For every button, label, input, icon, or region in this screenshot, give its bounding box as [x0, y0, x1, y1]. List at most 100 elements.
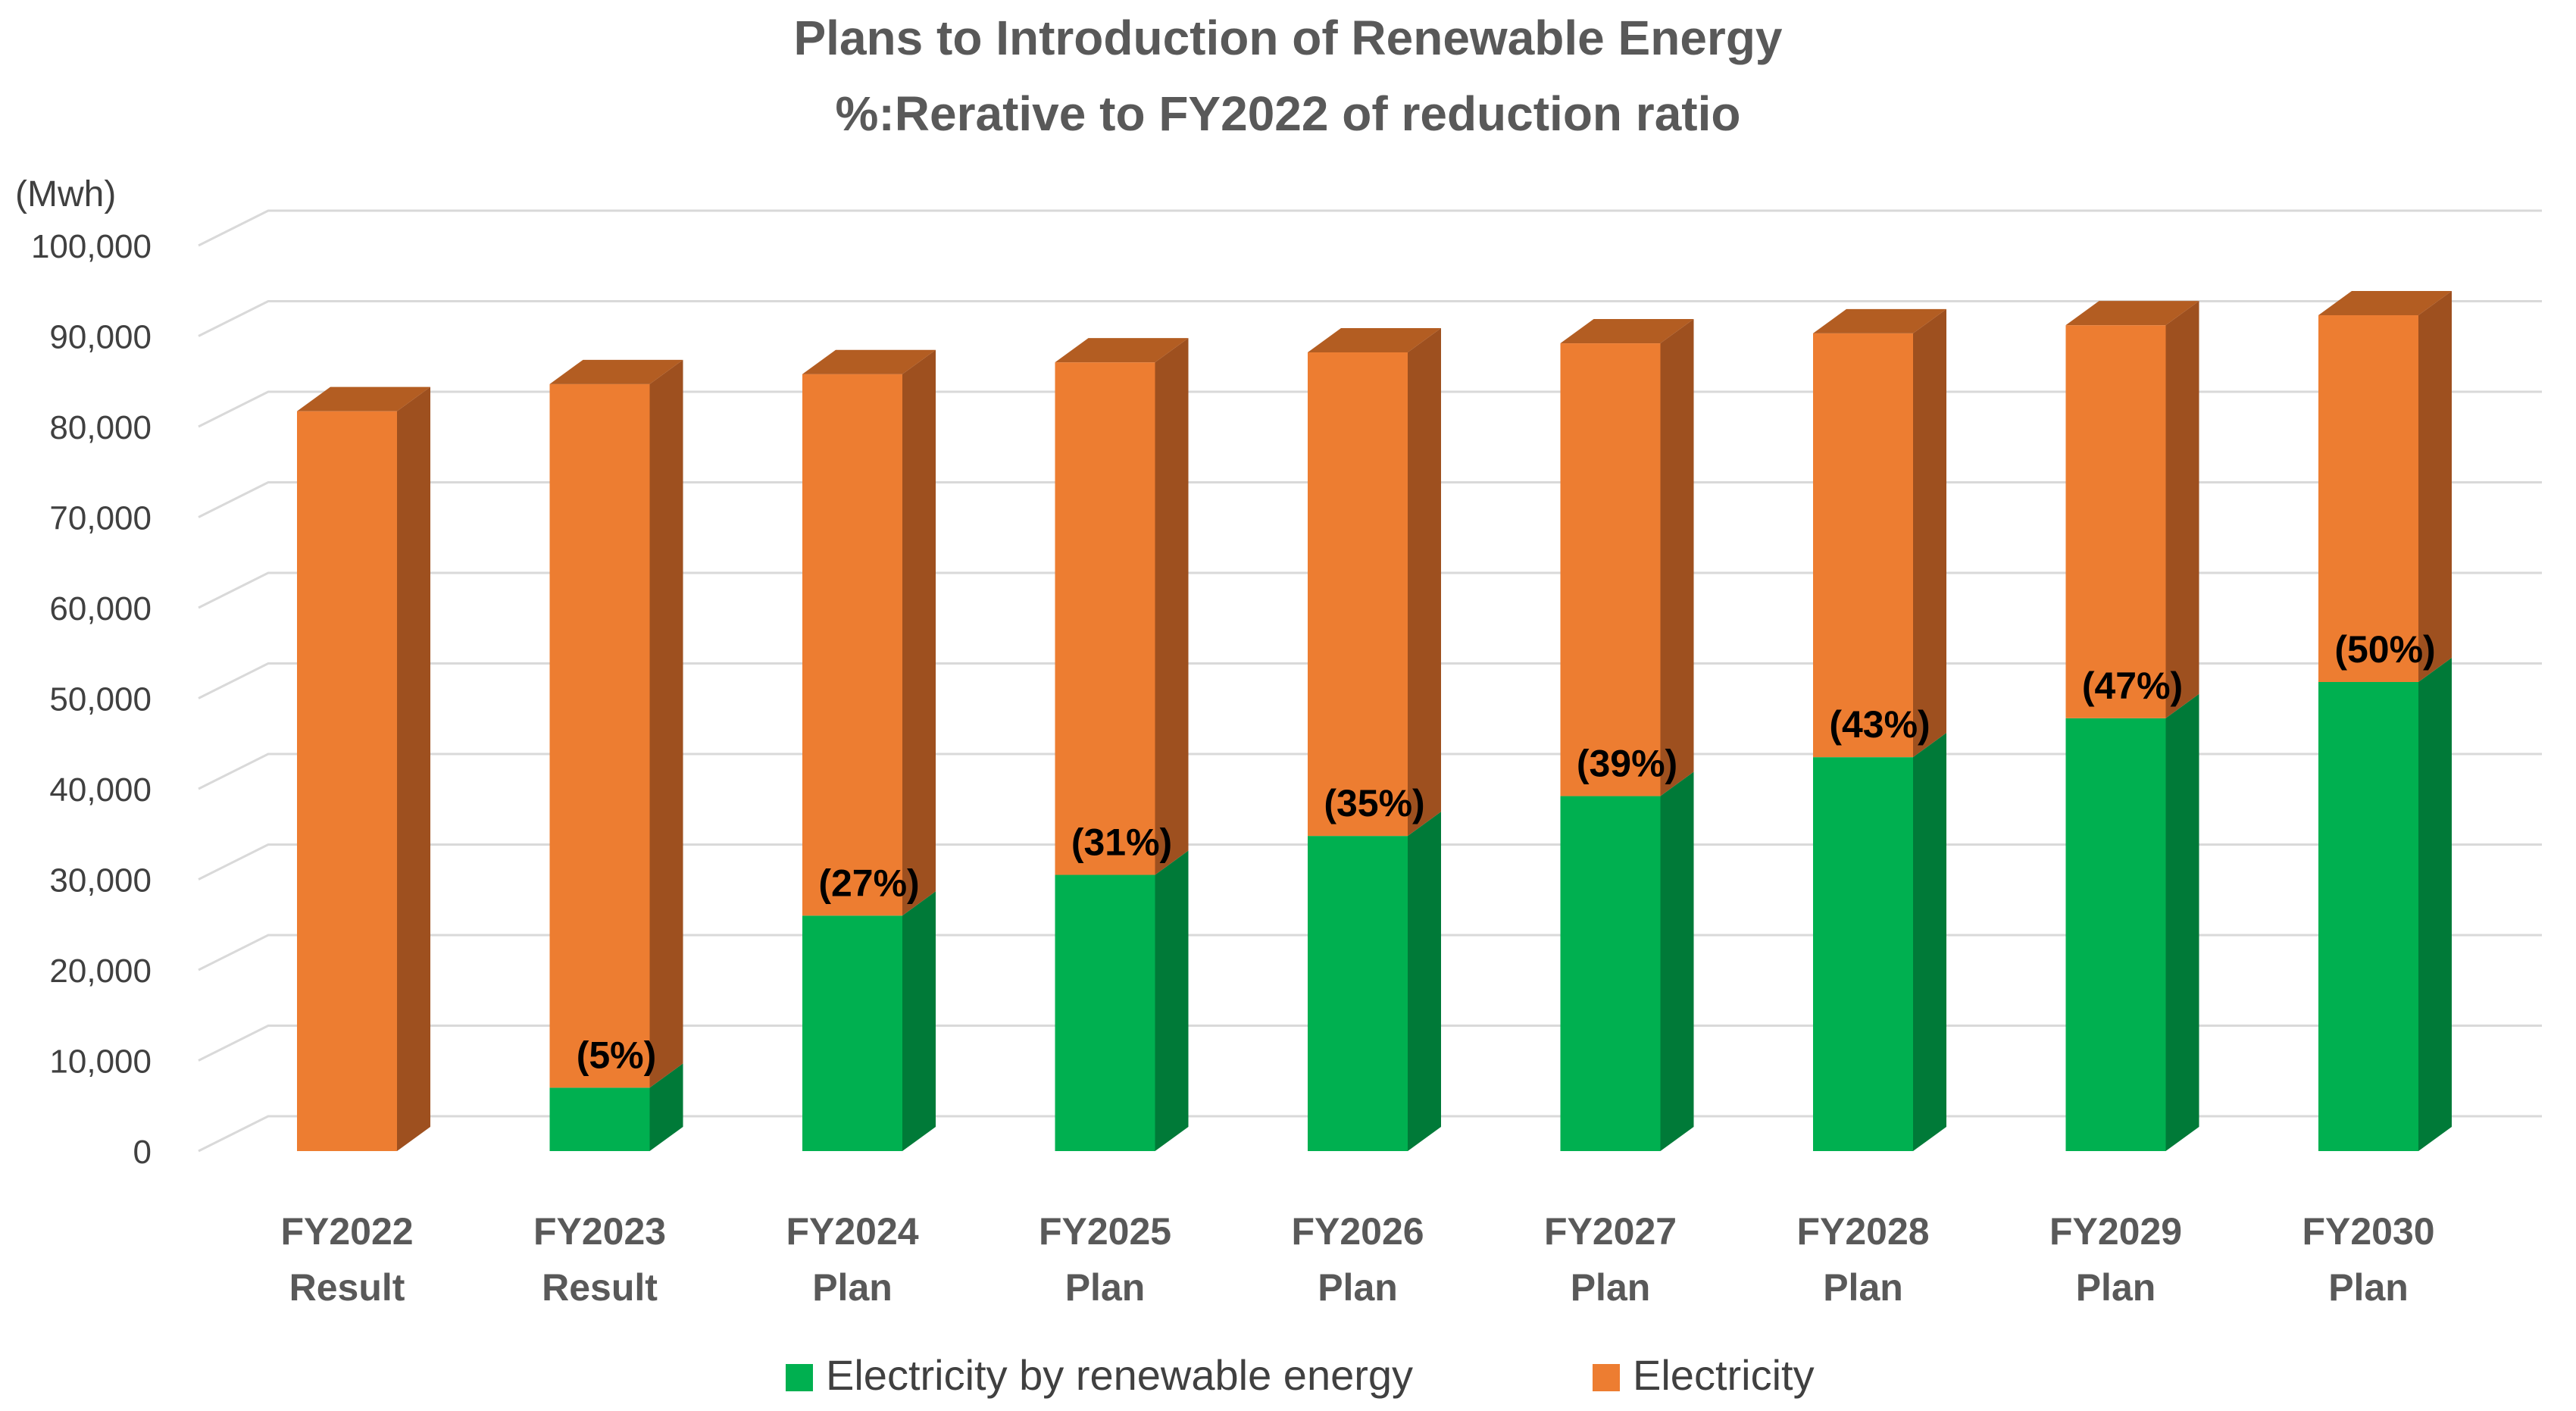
x-axis-categories: FY2022 Result FY2023 Result FY2024 Plan FY2025…: [280, 1210, 2434, 1309]
legend-swatch-renewable: [786, 1364, 813, 1391]
bar-electricity: [297, 411, 397, 1151]
bar-electricity-side: [1155, 338, 1189, 875]
bar-renewable-side: [1155, 850, 1189, 1151]
bars: [297, 291, 2452, 1151]
bar-electricity-side: [2165, 301, 2199, 718]
gridline: [198, 662, 2542, 699]
bar-top: [1813, 308, 1946, 333]
bar-top: [2065, 301, 2199, 326]
category-label-year: FY2028: [1796, 1210, 1929, 1253]
bar-renewable-side: [649, 1063, 683, 1151]
bar-top: [802, 349, 936, 374]
bar-renewable-side: [2165, 693, 2199, 1151]
chart-title: Plans to Introduction of Renewable Energ…: [793, 11, 1782, 65]
data-label: (35%): [1324, 782, 1424, 824]
data-label: (47%): [2082, 665, 2183, 707]
bar-top: [297, 386, 430, 411]
gridline: [198, 571, 2542, 609]
data-label: (5%): [577, 1034, 657, 1076]
bar-top: [1055, 338, 1189, 363]
y-tick-label: 0: [133, 1134, 152, 1171]
bar-renewable-side: [1408, 812, 1441, 1151]
y-tick-label: 70,000: [49, 500, 152, 537]
category-label-year: FY2026: [1291, 1210, 1424, 1253]
bar-renewable: [1813, 757, 1913, 1151]
data-label: (39%): [1577, 743, 1677, 785]
gridline: [198, 300, 2542, 337]
bar-renewable-side: [902, 891, 936, 1151]
bar-renewable-side: [1913, 733, 1946, 1151]
y-tick-label: 50,000: [49, 681, 152, 718]
bar-electricity: [549, 383, 650, 1088]
category-label-type: Result: [542, 1266, 658, 1309]
category-label-year: FY2025: [1039, 1210, 1171, 1253]
y-tick-label: 90,000: [49, 319, 152, 356]
category-label-year: FY2023: [533, 1210, 666, 1253]
gridline: [198, 752, 2542, 790]
bar-electricity-side: [902, 349, 936, 916]
bar-renewable: [1308, 836, 1408, 1151]
category-label-type: Plan: [1065, 1266, 1146, 1309]
bar-electricity: [1560, 343, 1661, 796]
bar-electricity-side: [397, 386, 430, 1151]
bar-renewable: [549, 1087, 650, 1151]
bar-electricity-side: [649, 359, 683, 1088]
bar-top: [549, 359, 683, 384]
category-label-type: Plan: [1571, 1266, 1651, 1309]
category-label-type: Plan: [1823, 1266, 1903, 1309]
bar-electricity-side: [1408, 328, 1441, 837]
gridline: [198, 1025, 2542, 1062]
gridline: [198, 390, 2542, 428]
legend-label-renewable: Electricity by renewable energy: [826, 1351, 1413, 1399]
category-label-year: FY2030: [2302, 1210, 2434, 1253]
bar-top: [1560, 319, 1694, 344]
category-label-type: Plan: [2328, 1266, 2409, 1309]
bar-electricity-side: [1913, 308, 1946, 758]
gridlines: [198, 209, 2542, 1153]
bar-renewable: [2065, 718, 2166, 1151]
bar-renewable: [802, 915, 902, 1151]
legend-label-electricity: Electricity: [1633, 1351, 1815, 1399]
bar-electricity: [1055, 362, 1155, 875]
gridline: [198, 481, 2542, 518]
bar-electricity-side: [2418, 291, 2452, 682]
gridline: [198, 1115, 2542, 1153]
y-axis-ticks: 0 10,000 20,000 30,000 40,000 50,000 60,000 70,…: [31, 228, 152, 1171]
gridline: [198, 843, 2542, 881]
bar-renewable: [1560, 796, 1661, 1151]
data-labels: (5%) (27%) (31%) (35%) (39%) (43%) (47%) (50%): [577, 628, 2436, 1076]
bar-electricity: [1308, 352, 1408, 837]
chart-subtitle: %:Rerative to FY2022 of reduction ratio: [836, 86, 1741, 141]
bar-top: [1308, 328, 1441, 353]
y-tick-label: 80,000: [49, 409, 152, 446]
bar-top: [2318, 291, 2452, 316]
category-label-type: Plan: [812, 1266, 893, 1309]
bar-renewable-side: [2418, 657, 2452, 1151]
data-label: (50%): [2334, 628, 2435, 671]
y-axis-unit-label: (Mwh): [15, 174, 116, 214]
data-label: (31%): [1071, 821, 1172, 864]
data-label: (27%): [818, 862, 919, 904]
bar-renewable: [2318, 681, 2418, 1151]
bar-renewable-side: [1660, 771, 1694, 1151]
y-tick-label: 60,000: [49, 590, 152, 627]
bar-renewable: [1055, 874, 1155, 1151]
data-label: (43%): [1829, 703, 1930, 746]
bar-electricity: [2318, 315, 2418, 682]
category-label-year: FY2022: [280, 1210, 413, 1253]
category-label-year: FY2027: [1544, 1210, 1677, 1253]
category-label-type: Result: [289, 1266, 405, 1309]
category-label-year: FY2024: [786, 1210, 918, 1253]
bar-electricity: [1813, 333, 1913, 758]
legend: Electricity by renewable energy Electric…: [786, 1351, 1815, 1399]
bar-electricity-side: [1660, 319, 1694, 796]
category-label-type: Plan: [2076, 1266, 2156, 1309]
bar-electricity: [802, 374, 902, 916]
y-tick-label: 100,000: [31, 228, 152, 265]
y-tick-label: 20,000: [49, 953, 152, 990]
bar-electricity: [2065, 325, 2166, 718]
category-label-type: Plan: [1318, 1266, 1398, 1309]
y-tick-label: 10,000: [49, 1043, 152, 1081]
gridline: [198, 209, 2542, 247]
